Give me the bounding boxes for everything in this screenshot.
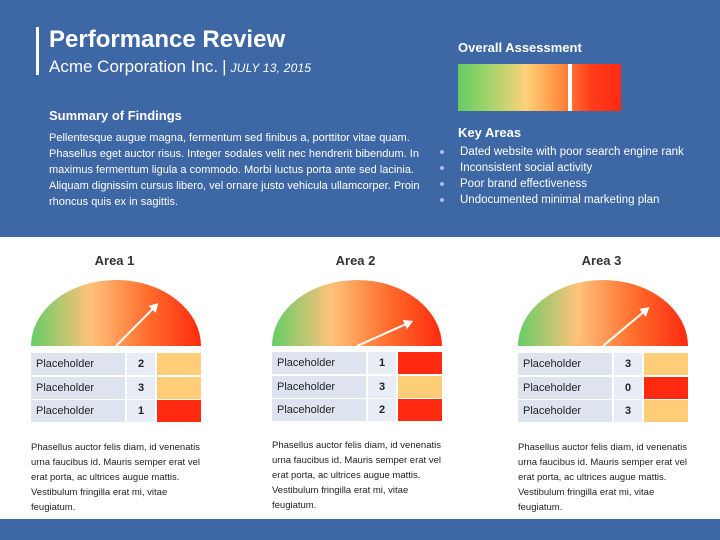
area-title: Area 2: [335, 253, 376, 268]
row-value: 1: [368, 352, 396, 374]
row-swatch: [398, 375, 442, 398]
gauge-arc: [518, 280, 688, 346]
row-value: 3: [614, 353, 642, 375]
row-value: 2: [127, 353, 155, 375]
subtitle-separator: |: [222, 57, 227, 76]
row-value: 3: [368, 375, 396, 398]
gauge-arc: [272, 280, 442, 346]
row-swatch: [157, 376, 201, 399]
gauge-needle-arrowhead: [402, 320, 414, 330]
gauge-needle-arrowhead: [148, 303, 159, 313]
row-label: Placeholder: [518, 400, 612, 422]
row-swatch: [644, 376, 688, 399]
table-row: Placeholder 2: [31, 353, 201, 375]
area-title: Area 1: [94, 253, 135, 268]
key-area-item: Poor brand effectiveness: [440, 176, 684, 192]
area-title: Area 3: [581, 253, 622, 268]
header-banner: Performance Review Acme Corporation Inc.…: [0, 0, 720, 237]
area-table: Placeholder 2 Placeholder 3 Placeholder …: [31, 353, 201, 424]
title-accent-bar: [36, 27, 39, 75]
summary-body: Pellentesque augue magna, fermentum sed …: [49, 132, 420, 208]
table-row: Placeholder 3: [518, 400, 688, 422]
company-name: Acme Corporation Inc.: [49, 57, 219, 76]
row-swatch: [157, 353, 201, 375]
overall-assessment-heading: Overall Assessment: [458, 40, 582, 55]
summary-heading: Summary of Findings: [49, 108, 182, 123]
report-date: JULY 13, 2015: [230, 61, 312, 75]
gauge-needle: [115, 308, 153, 347]
table-row: Placeholder 1: [31, 400, 201, 422]
table-row: Placeholder 2: [272, 399, 442, 421]
row-value: 0: [614, 376, 642, 399]
row-swatch: [398, 399, 442, 421]
area-table: Placeholder 1 Placeholder 3 Placeholder …: [272, 352, 442, 423]
area-gauge: [31, 280, 201, 347]
table-row: Placeholder 3: [272, 375, 442, 398]
row-label: Placeholder: [518, 353, 612, 375]
row-label: Placeholder: [272, 375, 366, 398]
row-swatch: [157, 400, 201, 422]
area-description: Phasellus auctor felis diam, id venenati…: [31, 442, 200, 513]
area-gauge: [272, 280, 442, 347]
key-areas-list: Dated website with poor search engine ra…: [440, 144, 684, 208]
gauge-needle: [602, 312, 644, 347]
key-areas-heading: Key Areas: [458, 125, 522, 140]
row-value: 1: [127, 400, 155, 422]
key-area-item: Dated website with poor search engine ra…: [440, 144, 684, 160]
row-swatch: [398, 352, 442, 374]
area-description: Phasellus auctor felis diam, id venenati…: [272, 440, 441, 511]
row-value: 3: [614, 400, 642, 422]
overall-assessment-bar: [458, 64, 621, 111]
row-value: 2: [368, 399, 396, 421]
table-row: Placeholder 1: [272, 352, 442, 374]
row-label: Placeholder: [518, 376, 612, 399]
row-label: Placeholder: [31, 376, 125, 399]
area-gauge: [518, 280, 688, 347]
row-label: Placeholder: [272, 399, 366, 421]
page-title: Performance Review: [49, 26, 286, 53]
key-area-item: Undocumented minimal marketing plan: [440, 192, 684, 208]
row-value: 3: [127, 376, 155, 399]
footer-bar: [0, 519, 720, 540]
row-label: Placeholder: [31, 353, 125, 375]
key-area-item: Inconsistent social activity: [440, 160, 684, 176]
table-row: Placeholder 0: [518, 376, 688, 399]
area-table: Placeholder 3 Placeholder 0 Placeholder …: [518, 353, 688, 424]
gauge-arc: [31, 280, 201, 346]
row-swatch: [644, 400, 688, 422]
overall-assessment-marker: [568, 64, 572, 111]
row-swatch: [644, 353, 688, 375]
row-label: Placeholder: [31, 400, 125, 422]
table-row: Placeholder 3: [31, 376, 201, 399]
gauge-needle: [356, 323, 406, 347]
area-description: Phasellus auctor felis diam, id venenati…: [518, 442, 687, 513]
gauge-needle-arrowhead: [639, 307, 650, 317]
row-label: Placeholder: [272, 352, 366, 374]
table-row: Placeholder 3: [518, 353, 688, 375]
page-subtitle: Acme Corporation Inc. | JULY 13, 2015: [49, 57, 311, 77]
